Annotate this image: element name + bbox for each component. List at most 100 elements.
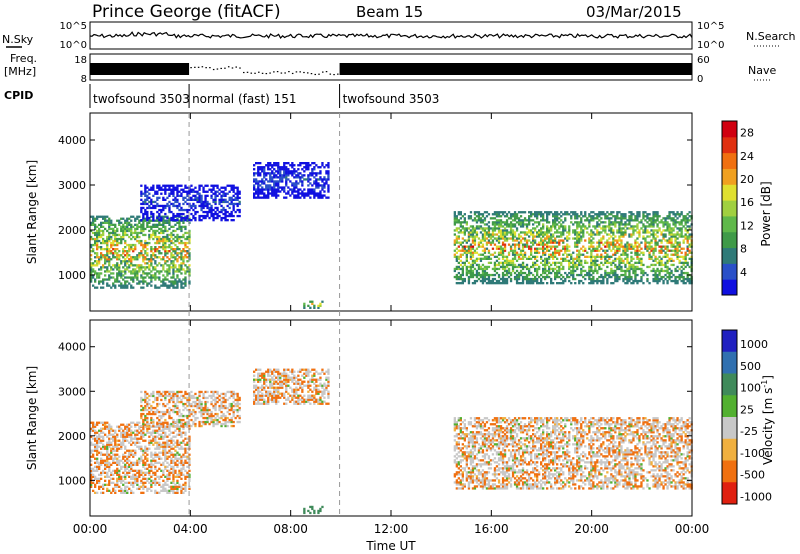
- power-cell: [130, 237, 133, 241]
- power-cell: [481, 249, 485, 252]
- power-cell: [158, 252, 161, 255]
- power-cell: [612, 229, 615, 232]
- velocity-cell: [132, 491, 135, 494]
- power-cell: [620, 259, 623, 262]
- power-cell: [465, 239, 468, 242]
- power-cell: [303, 302, 306, 305]
- power-cell: [291, 166, 294, 169]
- power-cell: [140, 223, 143, 226]
- power-cell: [548, 253, 551, 256]
- velocity-cell: [136, 471, 139, 474]
- power-cell: [503, 221, 507, 224]
- power-cell: [487, 275, 491, 279]
- power-cell: [130, 231, 133, 235]
- power-cell: [620, 267, 623, 271]
- power-cell: [517, 275, 521, 279]
- power-cell: [485, 282, 489, 285]
- power-cell: [676, 279, 679, 283]
- power-cell: [299, 172, 302, 175]
- velocity-cell: [106, 461, 109, 464]
- power-cell: [596, 282, 599, 285]
- power-cell: [253, 168, 256, 171]
- power-cell: [525, 227, 529, 230]
- velocity-cell: [106, 465, 109, 468]
- power-cell: [660, 263, 663, 267]
- power-cell: [616, 267, 619, 271]
- power-cell: [666, 253, 669, 256]
- velocity-cell: [146, 431, 149, 434]
- power-cell: [668, 237, 671, 240]
- power-cell: [662, 237, 665, 240]
- power-cell: [678, 249, 681, 252]
- power-cell: [457, 265, 460, 269]
- power-cell: [532, 235, 535, 238]
- power-cell: [497, 219, 501, 222]
- power-cell: [626, 275, 629, 279]
- power-cell: [273, 182, 276, 185]
- power-cell: [168, 250, 171, 253]
- power-cell: [156, 196, 159, 199]
- power-cell: [150, 210, 153, 214]
- power-cell: [261, 166, 264, 169]
- power-cell: [475, 233, 479, 236]
- power-cell: [610, 211, 613, 214]
- power-cell: [556, 217, 559, 220]
- power-cell: [182, 282, 185, 285]
- power-cell: [507, 237, 511, 240]
- power-cell: [140, 227, 143, 231]
- power-cell: [106, 282, 109, 285]
- power-cell: [481, 257, 485, 260]
- power-cell: [469, 249, 473, 252]
- cpid-row: twofsound 3503 normal (fast) 151 twofsound…: [89, 84, 439, 108]
- power-cell: [521, 282, 525, 285]
- velocity-cell: [124, 485, 127, 488]
- power-cell: [130, 260, 133, 263]
- power-cell: [216, 184, 219, 187]
- velocity-cell: [142, 463, 145, 466]
- power-cell: [285, 192, 288, 195]
- power-cell: [608, 261, 611, 264]
- power-cell: [495, 227, 499, 230]
- power-cell: [257, 174, 260, 177]
- velocity-cell: [116, 485, 119, 488]
- power-cell: [536, 221, 539, 224]
- power-cell: [491, 277, 495, 281]
- power-cell: [178, 204, 181, 208]
- power-cell: [620, 217, 623, 220]
- power-cell: [519, 271, 523, 275]
- power-cell: [540, 229, 543, 232]
- velocity-cell: [94, 449, 97, 452]
- power-cell: [534, 249, 537, 252]
- power-cell: [118, 264, 121, 267]
- power-cell: [297, 176, 300, 179]
- power-cell: [626, 247, 629, 250]
- power-cell: [670, 257, 673, 260]
- velocity-cell: [148, 431, 151, 434]
- power-cell: [552, 251, 555, 254]
- power-cell: [206, 200, 209, 204]
- power-cell: [150, 260, 153, 263]
- power-cell: [664, 251, 667, 254]
- velocity-cell: [126, 473, 129, 476]
- power-cell: [620, 219, 623, 222]
- velocity-cell: [126, 457, 129, 460]
- power-cell: [118, 219, 121, 222]
- power-cell: [608, 227, 611, 230]
- power-cell: [517, 273, 521, 277]
- power-cell: [150, 215, 153, 218]
- power-cell: [130, 248, 133, 251]
- power-cell: [654, 275, 657, 279]
- power-cell: [218, 210, 221, 214]
- power-cell: [560, 235, 563, 238]
- velocity-cell: [120, 489, 123, 492]
- power-cell: [164, 225, 167, 228]
- velocity-cell: [138, 475, 141, 478]
- power-cell: [668, 241, 671, 244]
- power-cell: [594, 213, 597, 216]
- power-cell: [618, 265, 621, 269]
- power-cell: [176, 246, 179, 249]
- power-cell: [455, 277, 458, 281]
- power-cell: [277, 188, 280, 191]
- power-cell: [263, 166, 266, 169]
- power-cell: [142, 248, 145, 251]
